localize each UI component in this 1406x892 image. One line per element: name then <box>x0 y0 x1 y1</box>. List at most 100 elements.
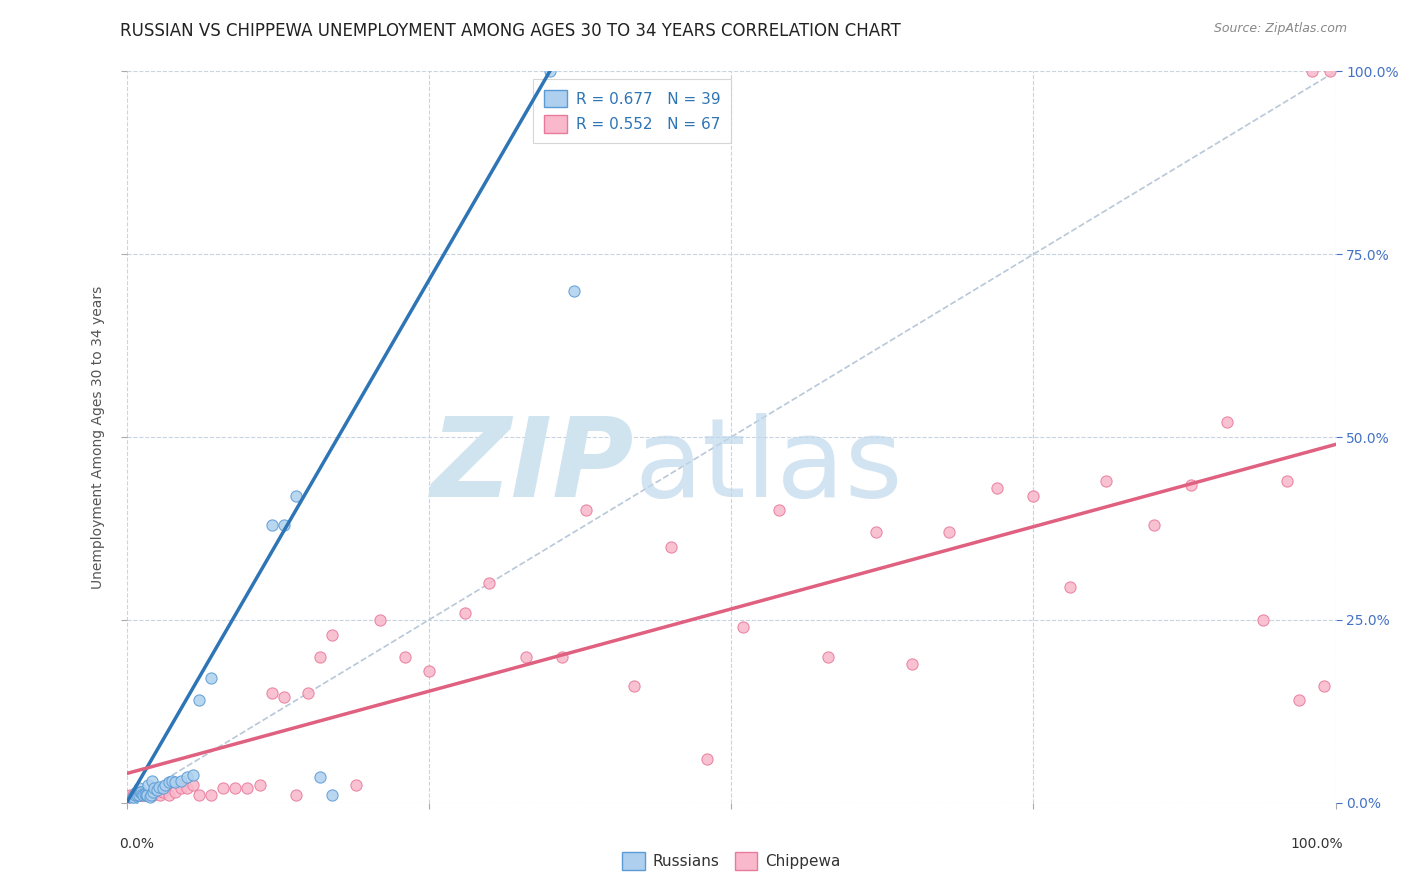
Point <box>696 752 718 766</box>
Text: atlas: atlas <box>634 413 903 520</box>
Point <box>284 489 307 503</box>
Point <box>1277 474 1299 488</box>
Point <box>143 781 166 796</box>
Point <box>176 770 198 784</box>
Point <box>139 789 162 803</box>
Point <box>538 64 561 78</box>
Point <box>124 789 146 803</box>
Point <box>155 781 177 796</box>
Point <box>136 789 159 803</box>
Point <box>157 775 180 789</box>
Point <box>260 517 283 532</box>
Point <box>284 789 307 803</box>
Point <box>163 785 186 799</box>
Point <box>136 789 159 803</box>
Point <box>273 517 295 532</box>
Point <box>454 606 477 620</box>
Point <box>181 778 204 792</box>
Point <box>129 785 152 799</box>
Point <box>121 789 143 803</box>
Point <box>817 649 839 664</box>
Point <box>1059 580 1081 594</box>
Point <box>200 672 222 686</box>
Point <box>138 789 160 804</box>
Legend: Russians, Chippewa: Russians, Chippewa <box>616 846 846 876</box>
Point <box>128 789 150 803</box>
Point <box>478 576 501 591</box>
Point <box>142 785 165 799</box>
Point <box>136 778 159 792</box>
Point <box>200 789 222 803</box>
Point <box>212 781 235 796</box>
Point <box>127 789 149 803</box>
Point <box>155 778 177 792</box>
Point <box>162 773 184 788</box>
Point <box>1319 64 1341 78</box>
Point <box>901 657 924 671</box>
Point <box>938 525 960 540</box>
Point <box>1301 64 1323 78</box>
Text: Source: ZipAtlas.com: Source: ZipAtlas.com <box>1213 22 1347 36</box>
Point <box>121 792 143 806</box>
Point <box>176 781 198 796</box>
Point <box>344 778 367 792</box>
Point <box>562 284 585 298</box>
Point <box>127 789 149 803</box>
Point <box>623 679 645 693</box>
Point <box>118 789 141 804</box>
Point <box>273 690 295 704</box>
Point <box>865 525 887 540</box>
Point <box>1022 489 1045 503</box>
Point <box>170 781 193 796</box>
Point <box>394 649 416 664</box>
Text: 100.0%: 100.0% <box>1291 837 1343 851</box>
Point <box>135 789 157 803</box>
Point <box>131 787 153 801</box>
Point <box>321 627 343 641</box>
Point <box>236 781 259 796</box>
Point <box>141 773 163 788</box>
Point <box>188 693 211 707</box>
Point <box>129 789 152 803</box>
Point <box>132 789 155 803</box>
Point <box>134 787 156 801</box>
Point <box>1288 693 1310 707</box>
Point <box>134 789 156 803</box>
Point <box>986 481 1008 495</box>
Point <box>418 664 440 678</box>
Point <box>249 778 271 792</box>
Point <box>149 789 172 803</box>
Point <box>135 789 157 803</box>
Point <box>1251 613 1274 627</box>
Point <box>121 789 143 804</box>
Point <box>139 789 162 803</box>
Point <box>188 789 211 803</box>
Point <box>309 770 332 784</box>
Point <box>131 789 153 803</box>
Point <box>1312 679 1334 693</box>
Text: RUSSIAN VS CHIPPEWA UNEMPLOYMENT AMONG AGES 30 TO 34 YEARS CORRELATION CHART: RUSSIAN VS CHIPPEWA UNEMPLOYMENT AMONG A… <box>120 22 900 40</box>
Y-axis label: Unemployment Among Ages 30 to 34 years: Unemployment Among Ages 30 to 34 years <box>91 285 105 589</box>
Point <box>321 789 343 803</box>
Point <box>370 613 392 627</box>
Point <box>125 785 148 799</box>
Point <box>1216 416 1239 430</box>
Point <box>1143 517 1166 532</box>
Point <box>128 781 150 796</box>
Point <box>297 686 319 700</box>
Point <box>181 768 204 782</box>
Point <box>260 686 283 700</box>
Point <box>128 785 150 799</box>
Point <box>142 789 165 803</box>
Point <box>146 785 169 799</box>
Point <box>309 649 332 664</box>
Point <box>152 781 174 796</box>
Point <box>152 785 174 799</box>
Point <box>170 773 193 788</box>
Point <box>124 789 146 803</box>
Point <box>148 780 170 794</box>
Point <box>1180 477 1202 491</box>
Point <box>659 540 682 554</box>
Point <box>224 781 246 796</box>
Point <box>575 503 598 517</box>
